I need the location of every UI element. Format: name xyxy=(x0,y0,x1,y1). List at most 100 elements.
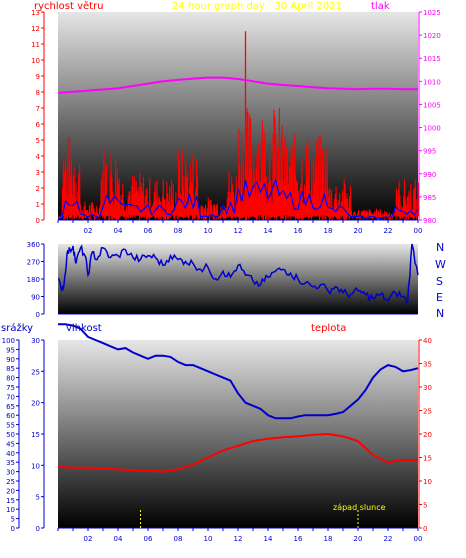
top-x-axis-tick-label: 20 xyxy=(354,227,363,235)
wind-axis-tick-label: 3 xyxy=(36,169,40,177)
temp-axis-tick-label: 5 xyxy=(423,502,427,510)
top-x-axis-tick-label: 00 xyxy=(414,227,423,235)
wind-axis-tick-label: 10 xyxy=(31,57,40,65)
direction-axis-tick-label: 360 xyxy=(27,241,40,249)
temperature-line xyxy=(57,432,418,473)
pressure-axis-tick-label: 995 xyxy=(423,148,436,156)
top-x-axis-tick-label: 06 xyxy=(144,227,153,235)
precip-axis-tick-label: 20 xyxy=(6,487,15,495)
precip-axis-tick-label: 65 xyxy=(6,403,15,411)
humidity-axis-label: vlhkost xyxy=(66,323,102,334)
precip-axis-tick-label: 35 xyxy=(6,459,15,467)
pressure-axis-tick-label: 1025 xyxy=(423,9,441,17)
precip-axis-label: srážky xyxy=(1,322,33,334)
humidity-axis-tick-label: 5 xyxy=(36,494,40,502)
temp-axis-tick-label: 10 xyxy=(423,478,432,486)
pressure-axis-tick-label: 1015 xyxy=(423,55,441,63)
humidity-axis-tick-label: 30 xyxy=(31,337,40,345)
pressure-axis-label: tlak xyxy=(371,1,390,12)
temp-axis-tick-label: 0 xyxy=(423,525,427,533)
bottom-x-axis-tick-label: 12 xyxy=(234,535,243,543)
bottom-x-axis-tick-label: 06 xyxy=(144,535,153,543)
panel-bottom-bg xyxy=(58,340,418,528)
top-x-axis-tick-label: 22 xyxy=(384,227,393,235)
temp-axis-label: teplota xyxy=(311,323,346,334)
precip-axis-tick-label: 5 xyxy=(11,516,15,524)
pressure-line xyxy=(57,76,418,94)
direction-axis-tick-label: 90 xyxy=(31,294,40,302)
top-x-axis-tick-label: 18 xyxy=(324,227,333,235)
pressure-axis-tick-label: 1005 xyxy=(423,101,441,109)
precip-axis-tick-label: 50 xyxy=(6,431,15,439)
wind-axis-tick-label: 6 xyxy=(36,121,41,129)
precip-axis-tick-label: 90 xyxy=(6,356,15,364)
wind-axis-tick-label: 1 xyxy=(36,201,40,209)
precip-axis-tick-label: 100 xyxy=(2,337,15,345)
axes-layer: 0123456789101112139809859909951000100510… xyxy=(2,9,441,543)
bottom-x-axis-tick-label: 16 xyxy=(294,535,303,543)
top-x-axis-tick-label: 12 xyxy=(234,227,243,235)
top-x-axis-tick-label: 02 xyxy=(84,227,93,235)
precip-axis-tick-label: 30 xyxy=(6,469,15,477)
wind-axis-tick-label: 4 xyxy=(36,153,41,161)
bottom-x-axis-tick-label: 20 xyxy=(354,535,363,543)
humidity-axis-tick-label: 20 xyxy=(31,400,40,408)
wind-axis-tick-label: 2 xyxy=(36,185,40,193)
pressure-axis-tick-label: 985 xyxy=(423,194,436,202)
series-layer xyxy=(57,31,419,528)
precip-axis-tick-label: 95 xyxy=(6,346,15,354)
bottom-x-axis-tick-label: 08 xyxy=(174,535,183,543)
bottom-x-axis-tick-label: 14 xyxy=(264,535,273,543)
precip-axis-tick-label: 80 xyxy=(6,375,15,383)
top-x-axis-tick-label: 16 xyxy=(294,227,303,235)
direction-label-e: E xyxy=(436,291,443,304)
direction-axis-tick-label: 0 xyxy=(36,311,40,319)
bottom-x-axis-tick-label: 18 xyxy=(324,535,333,543)
precip-axis-tick-label: 40 xyxy=(6,450,15,458)
bottom-x-axis-tick-label: 00 xyxy=(414,535,423,543)
top-x-axis-tick-label: 08 xyxy=(174,227,183,235)
wind-axis-tick-label: 11 xyxy=(31,41,40,49)
direction-labels: N W S E N xyxy=(435,241,446,320)
page-title: 24 hour graph day : 30 April 2021 xyxy=(172,1,342,12)
humidity-axis-tick-label: 0 xyxy=(36,525,40,533)
wind-axis-tick-label: 9 xyxy=(36,73,40,81)
precip-axis-tick-label: 55 xyxy=(6,422,15,430)
temp-axis-tick-label: 25 xyxy=(423,408,432,416)
wind-axis-tick-label: 8 xyxy=(36,89,40,97)
wind-axis-tick-label: 5 xyxy=(36,137,40,145)
temp-axis-tick-label: 30 xyxy=(423,384,432,392)
wind-average-line xyxy=(57,177,419,220)
top-x-axis-tick-label: 10 xyxy=(204,227,213,235)
direction-label-n-bottom: N xyxy=(436,307,444,320)
sunset-label: západ slunce xyxy=(333,503,386,512)
direction-label-w: W xyxy=(435,258,446,271)
wind-axis-tick-label: 13 xyxy=(31,9,40,17)
precip-axis-tick-label: 75 xyxy=(6,384,15,392)
precip-axis-tick-label: 15 xyxy=(6,497,15,505)
pressure-axis-tick-label: 1000 xyxy=(423,125,441,133)
precip-axis-tick-label: 25 xyxy=(6,478,15,486)
temp-axis-tick-label: 20 xyxy=(423,431,432,439)
temp-axis-tick-label: 15 xyxy=(423,455,432,463)
bottom-x-axis-tick-label: 22 xyxy=(384,535,393,543)
wind-axis-tick-label: 7 xyxy=(36,105,40,113)
wind-direction-line xyxy=(58,243,419,305)
temp-axis-tick-label: 35 xyxy=(423,361,432,369)
pressure-axis-tick-label: 980 xyxy=(423,217,436,225)
precip-axis-tick-label: 70 xyxy=(6,393,15,401)
top-x-axis-tick-label: 04 xyxy=(114,227,123,235)
wind-axis-label: rychlost větru xyxy=(34,0,104,12)
precip-axis-tick-label: 45 xyxy=(6,440,15,448)
pressure-axis-tick-label: 1010 xyxy=(423,78,441,86)
direction-axis-tick-label: 180 xyxy=(27,276,40,284)
direction-label-n-top: N xyxy=(436,241,444,254)
top-x-axis-tick-label: 14 xyxy=(264,227,273,235)
direction-label-s: S xyxy=(436,275,443,288)
wind-axis-tick-label: 12 xyxy=(31,25,40,33)
wind-axis-tick-label: 0 xyxy=(36,217,40,225)
humidity-axis-tick-label: 15 xyxy=(31,431,40,439)
pressure-axis-tick-label: 990 xyxy=(423,171,436,179)
